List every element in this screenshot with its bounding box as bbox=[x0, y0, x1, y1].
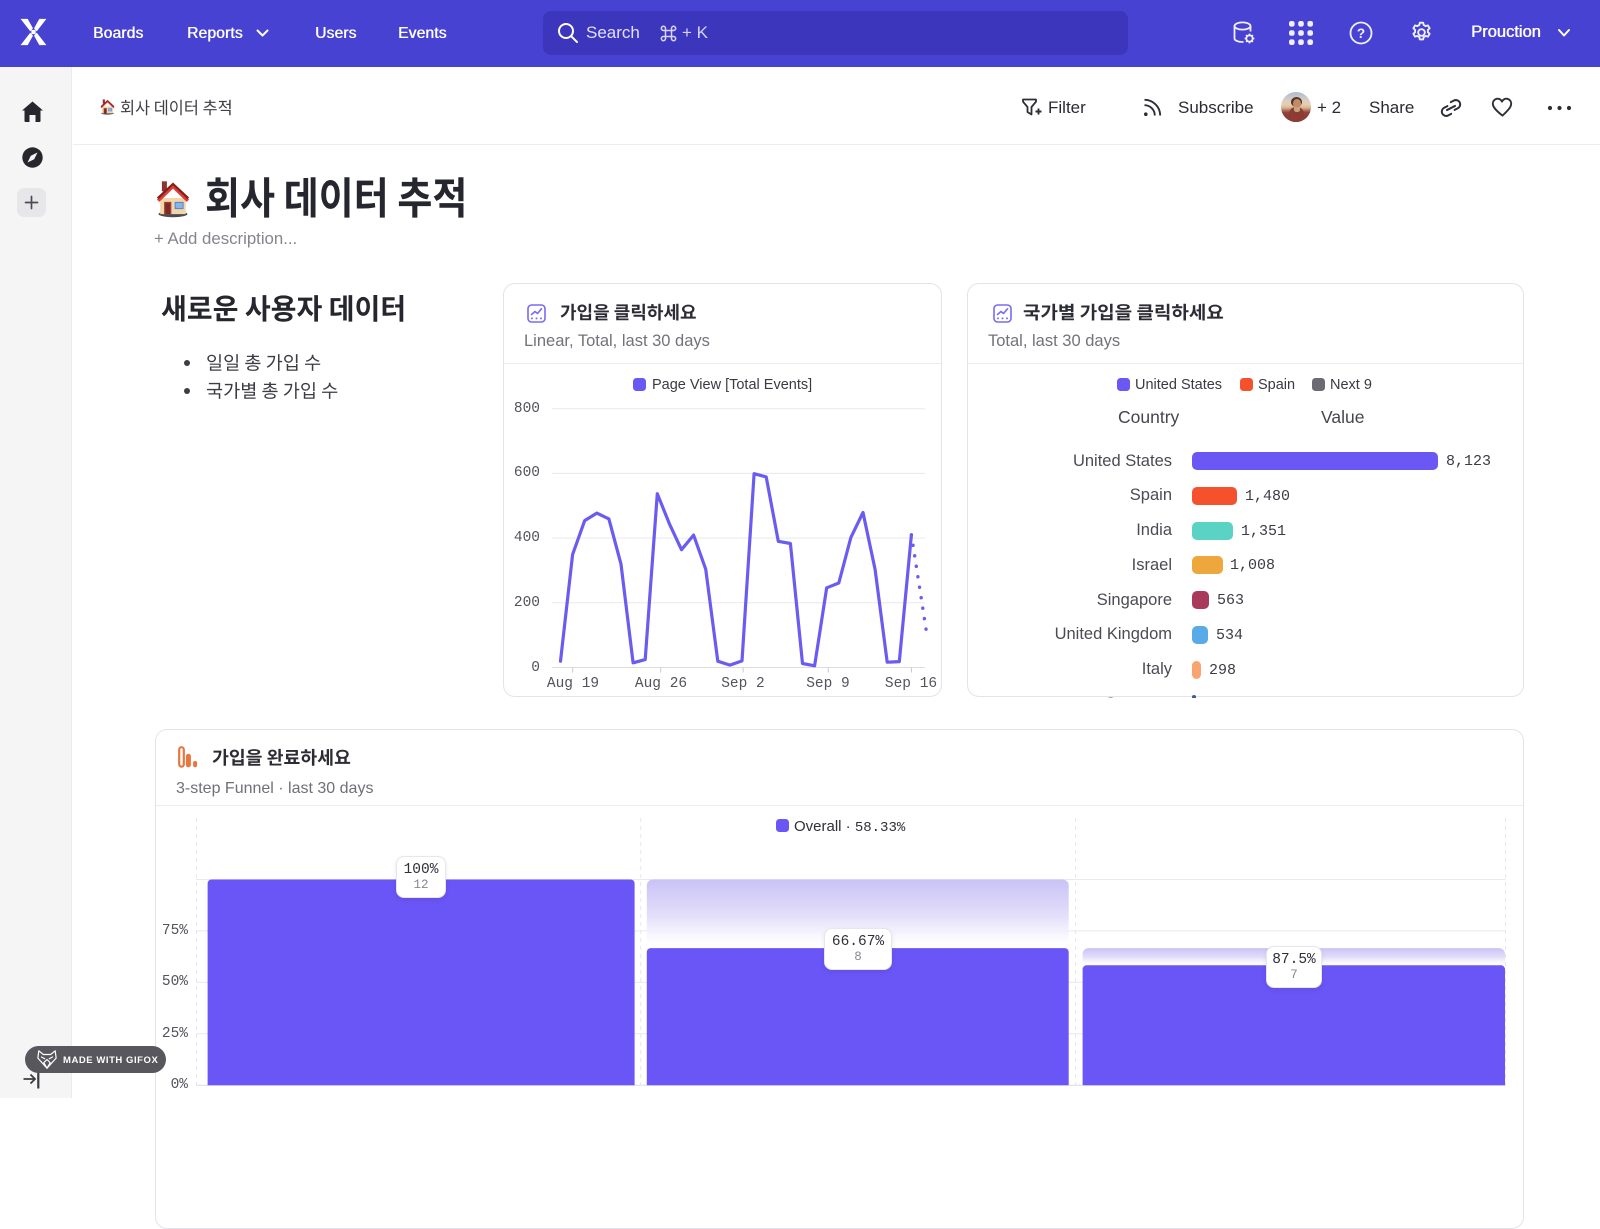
svg-text:?: ? bbox=[1357, 26, 1365, 41]
